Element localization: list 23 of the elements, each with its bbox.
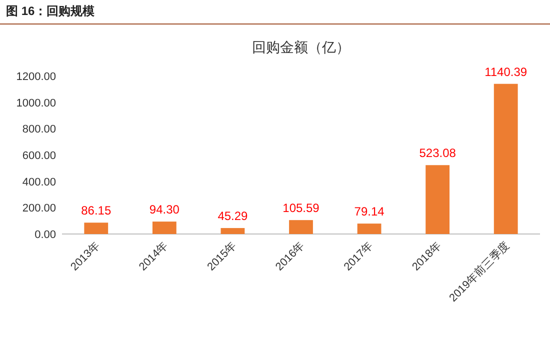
data-label: 94.30 [149, 202, 180, 217]
y-tick-label: 1000.00 [16, 97, 56, 110]
y-tick-label: 200.00 [22, 202, 56, 215]
y-tick-label: 0.00 [34, 229, 56, 241]
y-tick-label: 800.00 [22, 124, 56, 136]
bar [84, 222, 108, 234]
y-tick-label: 1200.00 [16, 71, 56, 83]
bar [220, 228, 245, 234]
data-label: 1140.39 [484, 64, 528, 79]
chart-title: 图 16：回购规模 [6, 4, 95, 18]
bar [426, 165, 450, 234]
data-label: 523.08 [419, 146, 456, 160]
data-label: 86.15 [81, 204, 112, 218]
data-label: 105.59 [282, 201, 320, 216]
bar [289, 220, 313, 234]
data-label: 45.29 [218, 209, 248, 224]
bar [494, 84, 518, 234]
y-tick-label: 600.00 [22, 150, 56, 162]
bar [152, 222, 176, 234]
chart-subtitle: 回购金额（亿） [252, 39, 350, 55]
bar [357, 224, 382, 234]
y-tick-label: 400.00 [22, 176, 56, 188]
data-label: 79.14 [354, 204, 385, 219]
